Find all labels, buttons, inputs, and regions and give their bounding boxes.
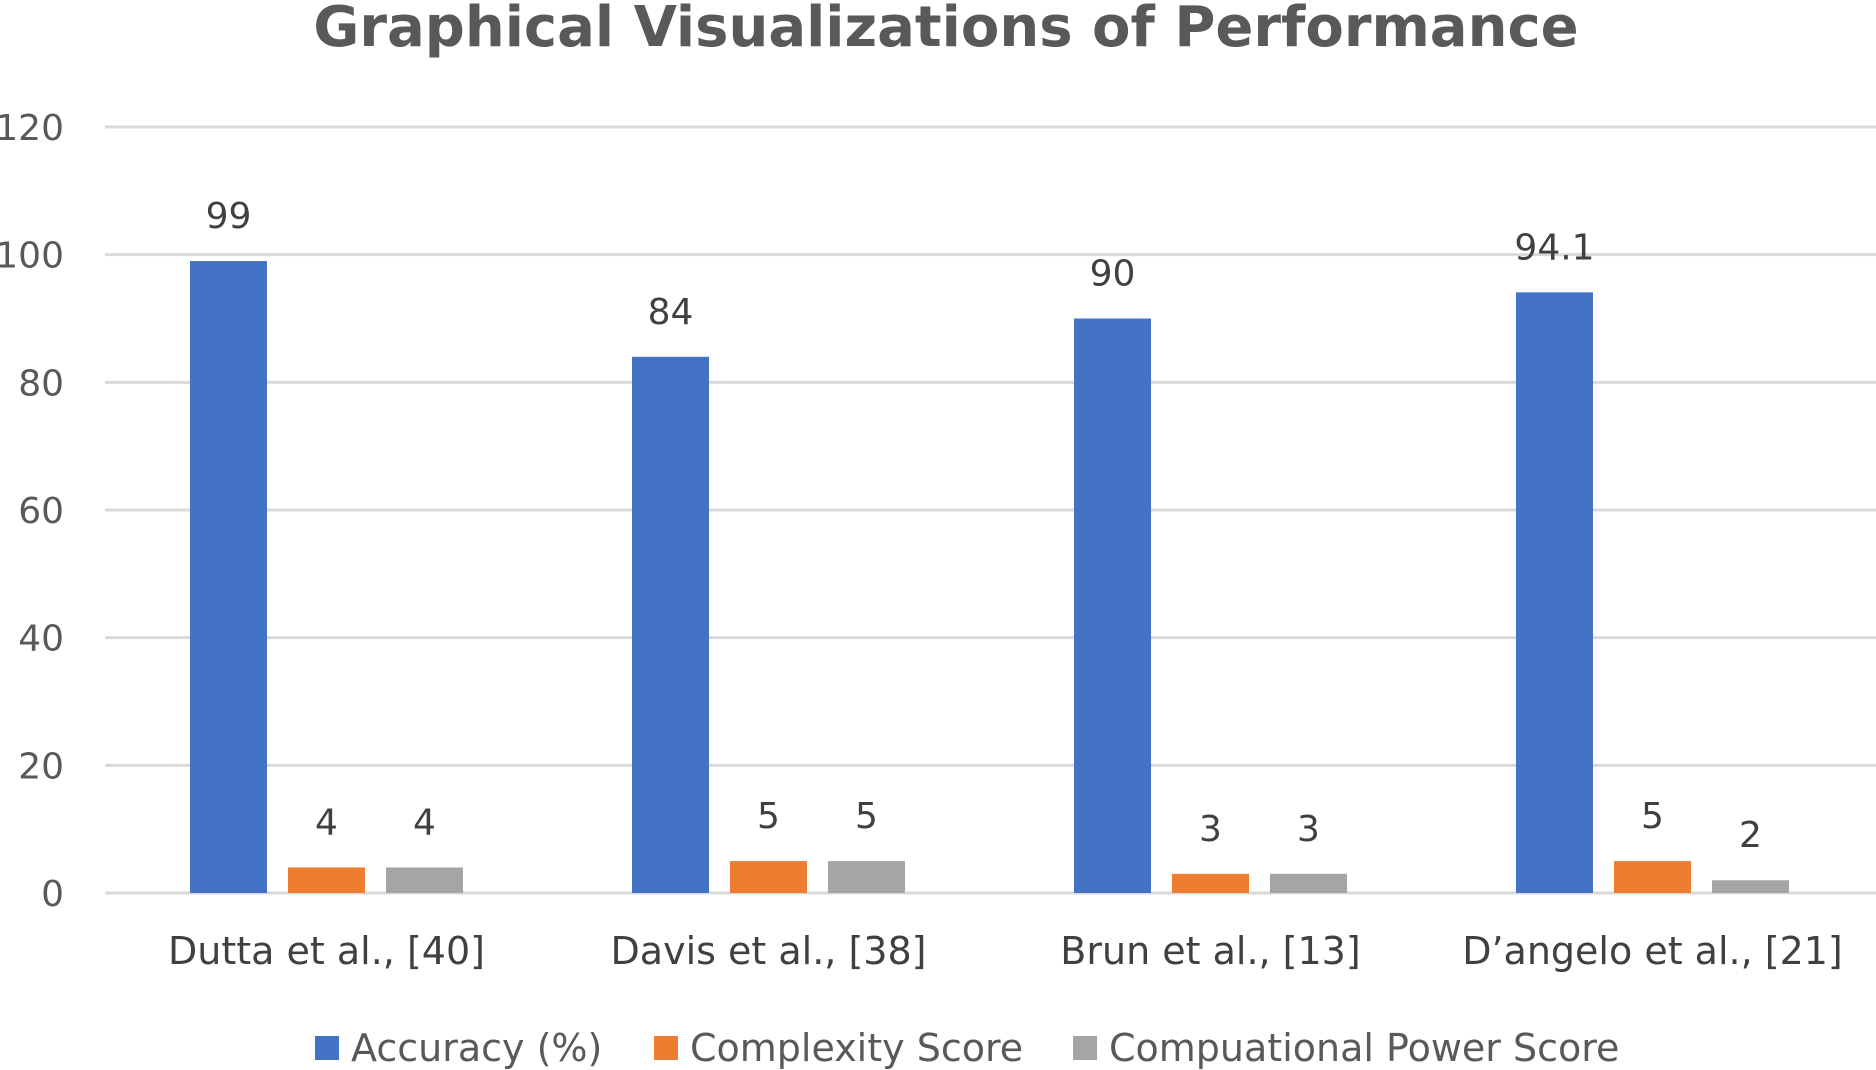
data-labels: 99 4 4 84 5 5 90 3 3 94.1 5 2 — [206, 196, 1762, 856]
bar-2-4 — [1614, 861, 1691, 893]
y-tick-label: 60 — [18, 491, 64, 532]
legend-label-1: Accuracy (%) — [351, 1026, 602, 1070]
y-tick-label: 100 — [0, 236, 64, 277]
x-category-label: Brun et al., [13] — [1060, 929, 1360, 973]
bar-1-3 — [1074, 318, 1151, 893]
bar-2-3 — [1172, 873, 1249, 893]
data-label: 5 — [1641, 796, 1664, 837]
data-label: 5 — [757, 796, 780, 837]
data-label: 4 — [315, 802, 338, 843]
bar-1-4 — [1516, 292, 1593, 893]
chart-title: Graphical Visualizations of Performance — [313, 0, 1578, 60]
y-tick-label: 80 — [18, 363, 64, 404]
legend-label-3: Compuational Power Score — [1109, 1026, 1619, 1070]
y-tick-label: 0 — [41, 874, 64, 915]
data-label: 90 — [1090, 254, 1136, 295]
bar-2-2 — [730, 861, 807, 893]
data-label: 84 — [648, 292, 694, 333]
x-category-label: Dutta et al., [40] — [168, 929, 485, 973]
x-axis-category-labels: Dutta et al., [40] Davis et al., [38] Brun… — [168, 929, 1843, 973]
data-label: 4 — [413, 802, 436, 843]
legend-label-2: Complexity Score — [690, 1026, 1023, 1070]
y-tick-label: 40 — [18, 619, 64, 660]
bar-3-4 — [1712, 880, 1789, 893]
bars — [190, 261, 1789, 893]
data-label: 2 — [1739, 815, 1762, 856]
legend-swatch-1 — [315, 1036, 339, 1060]
bar-1-2 — [632, 356, 709, 893]
y-tick-label: 20 — [18, 746, 64, 787]
bar-2-1 — [288, 867, 365, 893]
data-label: 3 — [1199, 809, 1222, 850]
legend-swatch-3 — [1073, 1036, 1097, 1060]
bar-3-2 — [828, 861, 905, 893]
data-label: 99 — [206, 196, 252, 237]
data-label: 5 — [855, 796, 878, 837]
legend-swatch-2 — [654, 1036, 678, 1060]
data-label: 3 — [1297, 809, 1320, 850]
gridlines — [105, 125, 1876, 895]
bar-3-3 — [1270, 873, 1347, 893]
x-category-label: D’angelo et al., [21] — [1462, 929, 1843, 973]
legend: Accuracy (%) Complexity Score Compuational… — [315, 1026, 1619, 1070]
bar-1-1 — [190, 261, 267, 893]
x-category-label: Davis et al., [38] — [611, 929, 927, 973]
data-label: 94.1 — [1514, 227, 1594, 268]
bar-3-1 — [386, 867, 463, 893]
y-axis-tick-labels: 0 20 40 60 80 100 120 — [0, 108, 64, 915]
y-tick-label: 120 — [0, 108, 64, 149]
